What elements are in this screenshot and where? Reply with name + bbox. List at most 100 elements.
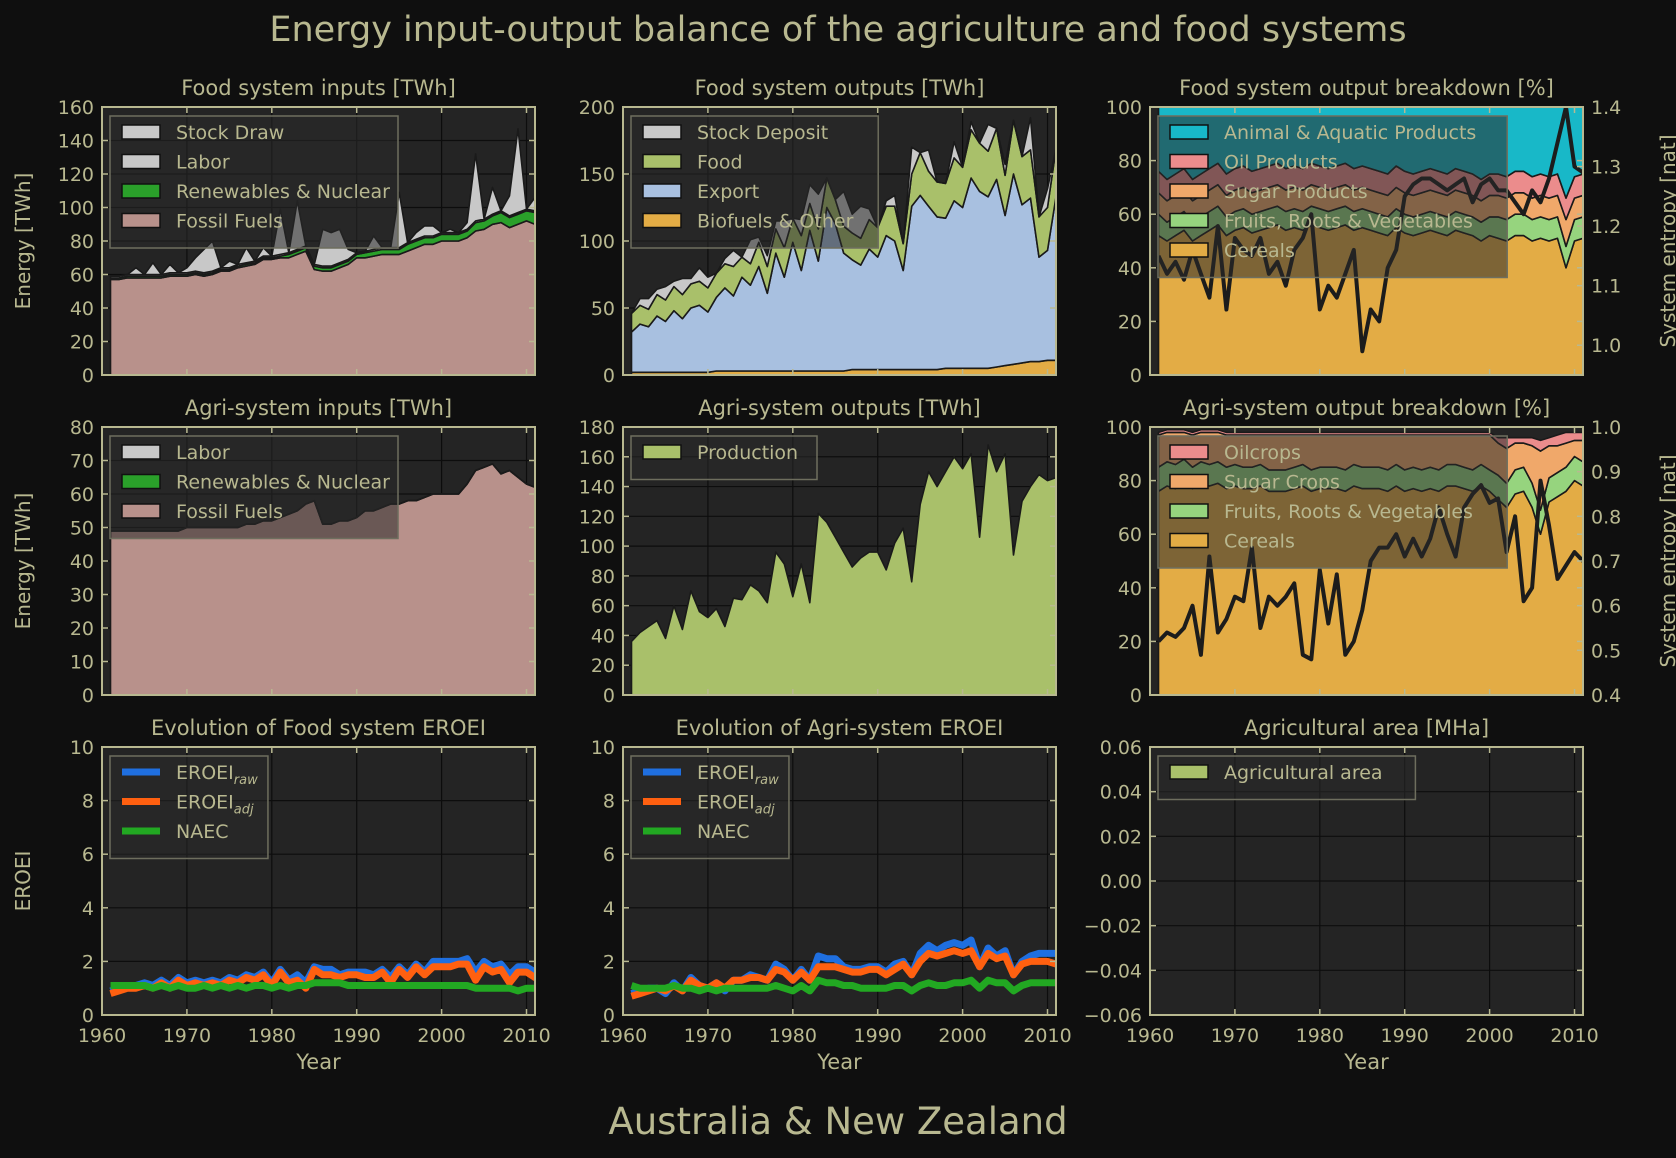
y-tick-label: 10	[70, 737, 94, 759]
y-axis-label: Energy [TWh]	[11, 173, 35, 310]
panel-agri-eroei: 0 2 4 6 8 10 1960 1970 1980 1990 2000 2010 Evolution…	[591, 716, 1072, 1074]
y-tick-label: 160	[58, 97, 94, 119]
line-eroei-adj	[109, 960, 535, 997]
y-tick-label: 80	[1118, 471, 1142, 493]
y-tick-label: 6	[603, 844, 615, 866]
legend-label: NAEC	[697, 821, 749, 843]
x-tick-label: 1980	[769, 1025, 817, 1047]
legend: Stock Deposit Food Export Biofuels & Other	[630, 115, 879, 249]
y-tick-label: 80	[70, 417, 94, 439]
y-tick-label: 0	[82, 1005, 94, 1027]
legend-label: Food	[697, 152, 743, 174]
legend-label: Renewables & Nuclear	[176, 472, 390, 494]
legend-swatch	[1169, 503, 1209, 519]
plot-frame	[622, 746, 1057, 1016]
y-tick-label: −0.04	[1084, 960, 1142, 982]
panel-food-inputs: 0 20 40 60 80 100 120 140 160 Food system inputs …	[11, 76, 536, 387]
y-tick-label: 60	[1118, 204, 1142, 226]
y-tick-label: 2	[82, 951, 94, 973]
legend-label: EROEIraw	[176, 762, 258, 788]
y-tick-label: −0.02	[1084, 916, 1142, 938]
y-tick-label: 40	[591, 625, 615, 647]
legend-swatch	[642, 212, 682, 229]
legend-label: EROEIadj	[697, 792, 775, 818]
plot-frame	[1149, 106, 1584, 376]
legend-label: Stock Deposit	[697, 122, 828, 144]
legend-swatch	[121, 473, 161, 490]
legend-swatch	[1169, 183, 1209, 199]
legend-swatch	[642, 124, 682, 140]
y-tick-label: −0.06	[1084, 1005, 1142, 1027]
legend-label: Sugar Crops	[1224, 472, 1340, 494]
y-tick-label: 80	[70, 231, 94, 253]
plot-frame	[622, 426, 1057, 696]
panel-title: Food system outputs [TWh]	[695, 76, 985, 100]
y2-tick-label: 0.9	[1591, 462, 1621, 484]
y2-tick-label: 0.4	[1591, 685, 1621, 707]
panel-title: Evolution of Agri-system EROEI	[676, 716, 1004, 740]
legend-swatch	[1169, 473, 1209, 490]
y-tick-label: 140	[579, 477, 615, 499]
panel-agri-breakdown: 0 20 40 60 80 100 0.4 0.5 0.6 0.7 0.8 0.9 1.0 System …	[1106, 396, 1676, 707]
x-axis-label: Year	[816, 1050, 862, 1074]
legend-label: Animal & Aquatic Products	[1224, 122, 1476, 144]
legend-label: Sugar Products	[1224, 181, 1368, 203]
y-tick-label: 4	[603, 898, 615, 920]
y-axis-label: Energy [TWh]	[11, 493, 35, 630]
figure-title: Energy input-output balance of the agric…	[269, 10, 1406, 50]
x-axis-label: Year	[1343, 1050, 1389, 1074]
y2-tick-label: 1.3	[1591, 157, 1621, 179]
area-production	[630, 444, 1056, 695]
legend-swatch	[121, 444, 161, 460]
y-tick-label: 80	[591, 566, 615, 588]
y-tick-label: 50	[591, 298, 615, 320]
x-tick-label: 1990	[1381, 1025, 1429, 1047]
y-tick-label: 0	[603, 685, 615, 707]
legend-swatch	[1169, 212, 1209, 229]
y-tick-label: 0	[82, 365, 94, 387]
panel-agri-area: −0.06 −0.04 −0.02 0.00 0.02 0.04 0.06 1960 1970 1…	[1084, 716, 1599, 1074]
legend-label: Stock Draw	[176, 122, 284, 144]
y2-axis-label: System entropy [nat]	[1656, 454, 1676, 667]
y-tick-label: 100	[1106, 417, 1142, 439]
plot-marks	[109, 955, 535, 997]
legend: Production	[630, 435, 818, 481]
legend-swatch	[121, 124, 161, 140]
y-tick-label: 0	[603, 365, 615, 387]
y-tick-label: 100	[1106, 97, 1142, 119]
legend-label: Oil Products	[1224, 152, 1338, 174]
legend-label: NAEC	[176, 821, 228, 843]
y-tick-label: 100	[58, 198, 94, 220]
legend-label: Labor	[176, 442, 230, 464]
legend-label: Cereals	[1224, 531, 1295, 553]
x-tick-label: 1960	[599, 1025, 647, 1047]
x-tick-label: 1980	[248, 1025, 296, 1047]
y-tick-label: 180	[579, 417, 615, 439]
y-tick-label: 0.02	[1100, 826, 1142, 848]
y-tick-label: 0.06	[1100, 737, 1142, 759]
y-tick-label: 0.04	[1100, 782, 1142, 804]
x-tick-label: 1970	[163, 1025, 211, 1047]
legend-swatch	[642, 153, 682, 170]
y-tick-label: 0	[603, 1005, 615, 1027]
x-tick-label: 2000	[1465, 1025, 1513, 1047]
x-tick-label: 1970	[1211, 1025, 1259, 1047]
y-tick-label: 120	[58, 164, 94, 186]
legend-label: Fruits, Roots & Vegetables	[1224, 211, 1473, 233]
plot-marks	[630, 444, 1056, 695]
legend-swatch	[121, 503, 161, 519]
y-tick-label: 20	[70, 618, 94, 640]
y-tick-label: 140	[58, 131, 94, 153]
y-tick-label: 20	[591, 655, 615, 677]
y-tick-label: 60	[1118, 524, 1142, 546]
panel-title: Food system output breakdown [%]	[1179, 76, 1554, 100]
legend: Agricultural area	[1157, 755, 1417, 801]
panel-title: Agri-system inputs [TWh]	[185, 396, 452, 420]
y-tick-label: 20	[1118, 631, 1142, 653]
legend-swatch	[121, 212, 161, 229]
y-tick-label: 200	[579, 97, 615, 119]
y-tick-label: 40	[70, 551, 94, 573]
y-tick-label: 8	[603, 791, 615, 813]
